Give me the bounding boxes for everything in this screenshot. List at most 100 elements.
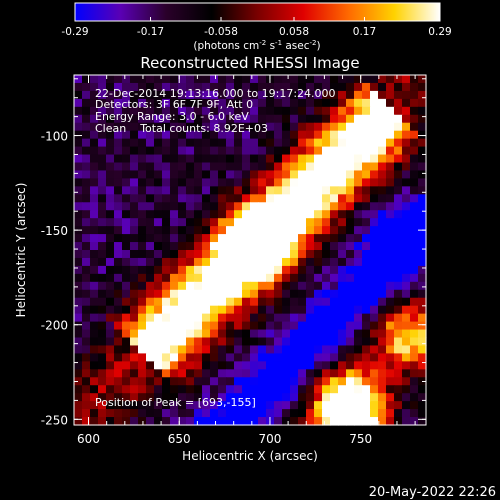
heatmap-cell [74, 242, 83, 251]
heatmap-cell [418, 218, 427, 227]
heatmap-cell [194, 337, 203, 347]
heatmap-cell [370, 98, 379, 108]
heatmap-cell [290, 90, 299, 100]
heatmap-cell [154, 377, 163, 386]
heatmap-cell [186, 106, 195, 116]
heatmap-cell [306, 114, 315, 124]
heatmap-cell [106, 122, 115, 132]
heatmap-cell [298, 297, 307, 307]
heatmap-cell [114, 146, 123, 156]
heatmap-cell [298, 337, 307, 347]
heatmap-cell [314, 385, 323, 394]
heatmap-cell [362, 98, 371, 108]
heatmap-cell [346, 114, 355, 124]
heatmap-cell [90, 289, 99, 299]
heatmap-cell [242, 154, 251, 164]
heatmap-cell [82, 130, 91, 140]
heatmap-cell [186, 401, 195, 410]
heatmap-cell [218, 313, 227, 323]
heatmap-cell [410, 138, 419, 148]
heatmap-cell [202, 178, 211, 187]
heatmap-cell [242, 401, 251, 410]
heatmap-cell [274, 273, 283, 283]
heatmap-cell [138, 345, 147, 355]
heatmap-cell [354, 265, 363, 275]
heatmap-cell [146, 154, 155, 164]
heatmap-cell [138, 401, 147, 410]
heatmap-cell [170, 82, 179, 92]
heatmap-cell [394, 329, 403, 339]
heatmap-cell [138, 242, 147, 251]
heatmap-cell [202, 417, 211, 426]
heatmap-cell [106, 353, 115, 362]
heatmap-cell [138, 122, 147, 132]
heatmap-cell [386, 337, 395, 347]
heatmap-cell [338, 122, 347, 132]
heatmap-cell [314, 90, 323, 100]
heatmap-cell [322, 130, 331, 140]
heatmap-cell [146, 401, 155, 410]
heatmap-cell [386, 186, 395, 195]
heatmap-cell [146, 321, 155, 331]
heatmap-cell [194, 369, 203, 378]
heatmap-cell [354, 281, 363, 291]
heatmap-cell [178, 321, 187, 331]
heatmap-cell [346, 297, 355, 307]
heatmap-cell [138, 321, 147, 331]
heatmap-cell [194, 218, 203, 227]
heatmap-cell [346, 289, 355, 299]
heatmap-cell [90, 82, 99, 92]
heatmap-cell [282, 194, 291, 203]
heatmap-cell [170, 218, 179, 227]
heatmap-cell [370, 114, 379, 124]
heatmap-cell [122, 265, 131, 275]
heatmap-cell [378, 361, 387, 370]
heatmap-cell [274, 114, 283, 124]
heatmap-cell [146, 242, 155, 251]
heatmap-cell [106, 234, 115, 243]
heatmap-cell [90, 186, 99, 195]
heatmap-cell [330, 234, 339, 243]
heatmap-cell [226, 162, 235, 172]
heatmap-cell [138, 281, 147, 291]
heatmap-cell [170, 337, 179, 347]
heatmap-cell [370, 146, 379, 156]
heatmap-cell [354, 122, 363, 132]
heatmap-cell [242, 321, 251, 331]
heatmap-cell [202, 289, 211, 299]
heatmap-cell [258, 273, 267, 283]
heatmap-cell [194, 178, 203, 187]
heatmap-cell [194, 313, 203, 323]
heatmap-cell [298, 361, 307, 370]
heatmap-cell [194, 138, 203, 148]
heatmap-cell [130, 257, 139, 267]
heatmap-cell [322, 385, 331, 394]
heatmap-cell [218, 98, 227, 108]
heatmap-cell [258, 289, 267, 299]
heatmap-cell [242, 194, 251, 203]
heatmap-cell [282, 369, 291, 378]
heatmap-cell [362, 75, 371, 84]
heatmap-cell [170, 114, 179, 124]
heatmap-cell [330, 226, 339, 235]
heatmap-cell [402, 218, 411, 227]
heatmap-cell [146, 106, 155, 116]
heatmap-cell [330, 242, 339, 251]
heatmap-cell [274, 210, 283, 219]
heatmap-cell [154, 218, 163, 227]
heatmap-cell [242, 146, 251, 156]
heatmap-cell [418, 90, 427, 100]
heatmap-cell [258, 337, 267, 347]
heatmap-cell [298, 234, 307, 243]
heatmap-cell [234, 329, 243, 339]
heatmap-cell [114, 305, 123, 315]
heatmap-cell [418, 409, 427, 418]
heatmap-cell [202, 170, 211, 180]
heatmap-cell [250, 401, 259, 410]
heatmap-cell [170, 305, 179, 315]
heatmap-cell [314, 170, 323, 180]
heatmap-cell [338, 162, 347, 172]
heatmap-cell [146, 210, 155, 219]
heatmap-cell [234, 417, 243, 426]
heatmap-cell [186, 250, 195, 259]
